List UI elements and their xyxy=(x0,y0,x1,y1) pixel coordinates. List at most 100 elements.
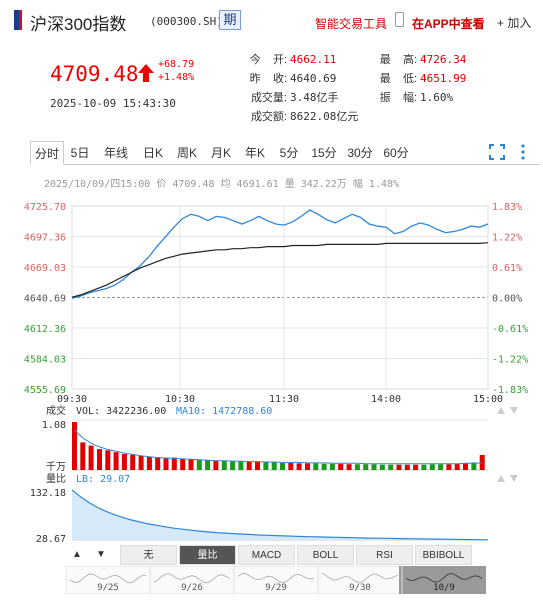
avg-price-line xyxy=(71,242,489,298)
indicator-5[interactable]: BBIBOLL xyxy=(415,545,472,565)
volume-bar xyxy=(471,462,477,470)
zoom-in-icon[interactable]: ▲ xyxy=(66,545,88,565)
y-tick-left: 4697.36 xyxy=(24,233,66,244)
volume-bar xyxy=(72,422,77,470)
volume-bar xyxy=(346,464,352,470)
date-navigator[interactable]: 9/25 9/26 9/29 9/30 10/9 xyxy=(66,566,486,594)
volume-bar xyxy=(205,460,211,470)
volume-bar xyxy=(238,461,244,470)
stat-label: 成交额: xyxy=(250,111,287,123)
volume-bar xyxy=(138,455,144,470)
scroll-down-icon[interactable] xyxy=(510,475,518,482)
index-code: (000300.SH) xyxy=(150,15,223,28)
tab-4[interactable]: 周K xyxy=(176,146,197,160)
tab-5[interactable]: 月K xyxy=(210,146,231,160)
x-tick: 10:30 xyxy=(165,394,195,405)
volume-bar xyxy=(354,464,360,470)
smart-trade-tool-link[interactable]: 智能交易工具 xyxy=(315,17,388,31)
scroll-up-icon[interactable] xyxy=(497,407,505,414)
volume-bar xyxy=(163,458,169,470)
y-tick-right: 1.22% xyxy=(492,233,522,244)
more-options-icon[interactable] xyxy=(518,143,528,161)
navigator-date[interactable]: 10/9 xyxy=(433,583,455,593)
x-tick: 15:00 xyxy=(473,394,503,405)
open-in-app-link[interactable]: 在APP中查看 xyxy=(412,17,485,31)
volume-bar xyxy=(371,464,377,470)
volume-bar xyxy=(230,461,236,470)
navigator-sparkline xyxy=(153,573,231,584)
y-tick-left: 4725.70 xyxy=(24,202,66,213)
indicator-0[interactable]: 无 xyxy=(120,545,177,565)
plot-frame xyxy=(71,205,489,390)
volume-bar xyxy=(255,462,260,470)
volume-bar xyxy=(113,452,119,470)
header: 沪深300指数 (000300.SH) 期 智能交易工具 在APP中查看 + 加… xyxy=(0,0,543,40)
up-arrow-icon xyxy=(138,64,154,82)
tab-10[interactable]: 60分 xyxy=(383,146,409,160)
volume-bar xyxy=(97,449,102,470)
stat-3: 最 低: 4651.99 xyxy=(365,69,467,88)
x-tick: 14:00 xyxy=(371,394,401,405)
navigator-sparkline xyxy=(237,573,315,584)
add-watchlist-button[interactable]: + 加入 xyxy=(497,16,532,30)
zoom-out-icon[interactable]: ▼ xyxy=(90,545,112,565)
volume-bar xyxy=(263,462,269,470)
tab-7[interactable]: 5分 xyxy=(279,146,299,160)
volume-bar xyxy=(180,458,186,470)
index-title: 沪深300指数 xyxy=(30,15,127,34)
stat-label: 成交量: xyxy=(250,92,287,104)
stat-label: 最 低: xyxy=(379,73,417,85)
navigator-date[interactable]: 9/29 xyxy=(265,583,287,593)
futures-button[interactable]: 期 xyxy=(219,10,241,30)
navigator-sparkline xyxy=(69,573,147,584)
navigator-date[interactable]: 9/26 xyxy=(181,583,203,593)
tab-6[interactable]: 年K xyxy=(244,146,265,160)
scroll-down-icon[interactable] xyxy=(510,407,518,414)
tab-3[interactable]: 日K xyxy=(142,146,163,160)
volume-bar xyxy=(479,454,485,470)
tab-8[interactable]: 15分 xyxy=(311,146,337,160)
volume-bar xyxy=(463,463,468,470)
volume-bar xyxy=(454,463,460,470)
indicator-2[interactable]: MACD xyxy=(238,545,295,565)
scroll-up-icon[interactable] xyxy=(497,475,505,482)
navigator-sparkline xyxy=(321,572,399,583)
ma10-line xyxy=(74,429,483,465)
volume-bar xyxy=(155,457,161,470)
phone-icon xyxy=(395,12,404,27)
indicator-3[interactable]: BOLL xyxy=(297,545,354,565)
volume-bar xyxy=(80,442,86,470)
volume-bar xyxy=(171,457,177,470)
navigator-date[interactable]: 9/30 xyxy=(349,583,371,593)
crosshair-info: 2025/10/09/四15:00 价 4709.48 均 4691.61 量 … xyxy=(44,179,400,190)
indicator-1[interactable]: 量比 xyxy=(179,545,236,565)
volume-bar xyxy=(146,456,152,470)
indicator-4[interactable]: RSI xyxy=(356,545,413,565)
volume-label: VOL: 3422236.00 xyxy=(76,406,166,417)
navigator-date[interactable]: 9/25 xyxy=(97,583,119,593)
y-tick-left: 4555.69 xyxy=(24,385,66,396)
volume-bar xyxy=(396,464,402,470)
logo-mark-accent xyxy=(19,10,22,30)
tab-9[interactable]: 30分 xyxy=(347,146,373,160)
volume-bar xyxy=(88,445,94,470)
lb-label: LB: 29.07 xyxy=(76,474,130,485)
stat-2: 昨 收: 4640.69 xyxy=(235,69,337,88)
volume-unit-label: 千万 xyxy=(46,461,66,473)
y-tick-left: 4584.03 xyxy=(24,355,66,366)
stat-value: 8622.08亿元 xyxy=(290,110,359,123)
volume-title: 成交 xyxy=(46,404,66,417)
volume-bar xyxy=(338,463,344,470)
y-tick-right: 0.00% xyxy=(492,294,522,305)
lb-line xyxy=(71,489,489,541)
tab-0[interactable]: 分时 xyxy=(30,141,64,165)
tab-2[interactable]: 年线 xyxy=(103,146,128,160)
intraday-chart[interactable]: 4725.70 1.83% 4697.36 1.22% 4669.03 0.61% 4640… xyxy=(0,188,543,545)
fullscreen-icon[interactable] xyxy=(488,143,506,161)
volume-bar xyxy=(221,461,227,470)
y-tick-right: -1.22% xyxy=(492,355,528,366)
change-percent: +1.48% xyxy=(158,72,195,83)
tab-1[interactable]: 5日 xyxy=(70,146,90,160)
price-change: +68.79 +1.48% xyxy=(158,58,194,84)
stat-value: 4662.11 xyxy=(290,53,337,66)
